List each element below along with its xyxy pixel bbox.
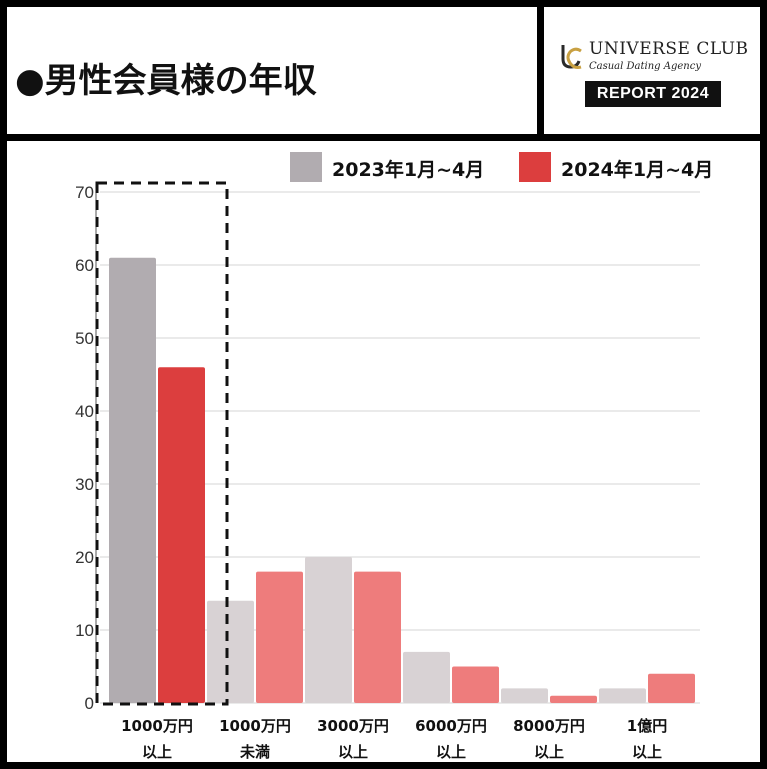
y-tick-label: 20 [75,548,94,567]
legend-swatch-2023 [290,152,322,182]
x-tick-label: 6000万円 [415,717,487,735]
legend-label-2024: 2024年1月~4月 [561,159,714,181]
x-tick-label: 1000万円 [121,717,193,735]
bar-0-1 [207,600,254,703]
x-tick-label: 3000万円 [317,717,389,735]
highlight-dashed-box [95,181,229,706]
y-tick-label: 50 [75,329,94,348]
bar-1-3 [452,666,499,703]
y-tick-label: 40 [75,402,94,421]
bar-0-3 [403,651,450,703]
x-tick-label: 以上 [632,743,662,761]
bar-1-1 [256,571,303,703]
header-divider [537,7,544,134]
x-tick-label: 以上 [436,743,466,761]
y-tick-label: 10 [75,621,94,640]
x-tick-label: 1億円 [627,717,667,735]
y-tick-label: 30 [75,475,94,494]
bar-0-4 [501,688,548,703]
bar-1-0 [158,367,205,703]
x-tick-label: 1000万円 [219,717,291,735]
page-title: ●男性会員様の年収 [15,61,317,101]
legend-swatch-2024 [519,152,551,182]
x-tick-label: 8000万円 [513,717,585,735]
uc-logo-mark-icon [561,45,582,69]
x-tick-label: 以上 [534,743,564,761]
y-tick-label: 0 [85,694,94,713]
y-tick-label: 60 [75,256,94,275]
header-underline [7,134,760,141]
legend-label-2023: 2023年1月~4月 [332,159,485,181]
bar-1-2 [354,571,401,703]
brand-tagline: Casual Dating Agency [589,61,701,72]
bar-1-5 [648,673,695,703]
brand-name: UNIVERSE CLUB [589,39,749,59]
bar-0-5 [599,688,646,703]
brand-logo: UNIVERSE CLUB Casual Dating Agency REPOR… [559,35,759,115]
y-tick-label: 70 [75,183,94,202]
x-tick-label: 未満 [239,743,270,761]
x-tick-label: 以上 [338,743,368,761]
bar-0-0 [109,257,156,703]
bar-0-2 [305,557,352,703]
x-tick-label: 以上 [142,743,172,761]
report-badge: REPORT 2024 [585,81,721,107]
bar-1-4 [550,695,597,703]
